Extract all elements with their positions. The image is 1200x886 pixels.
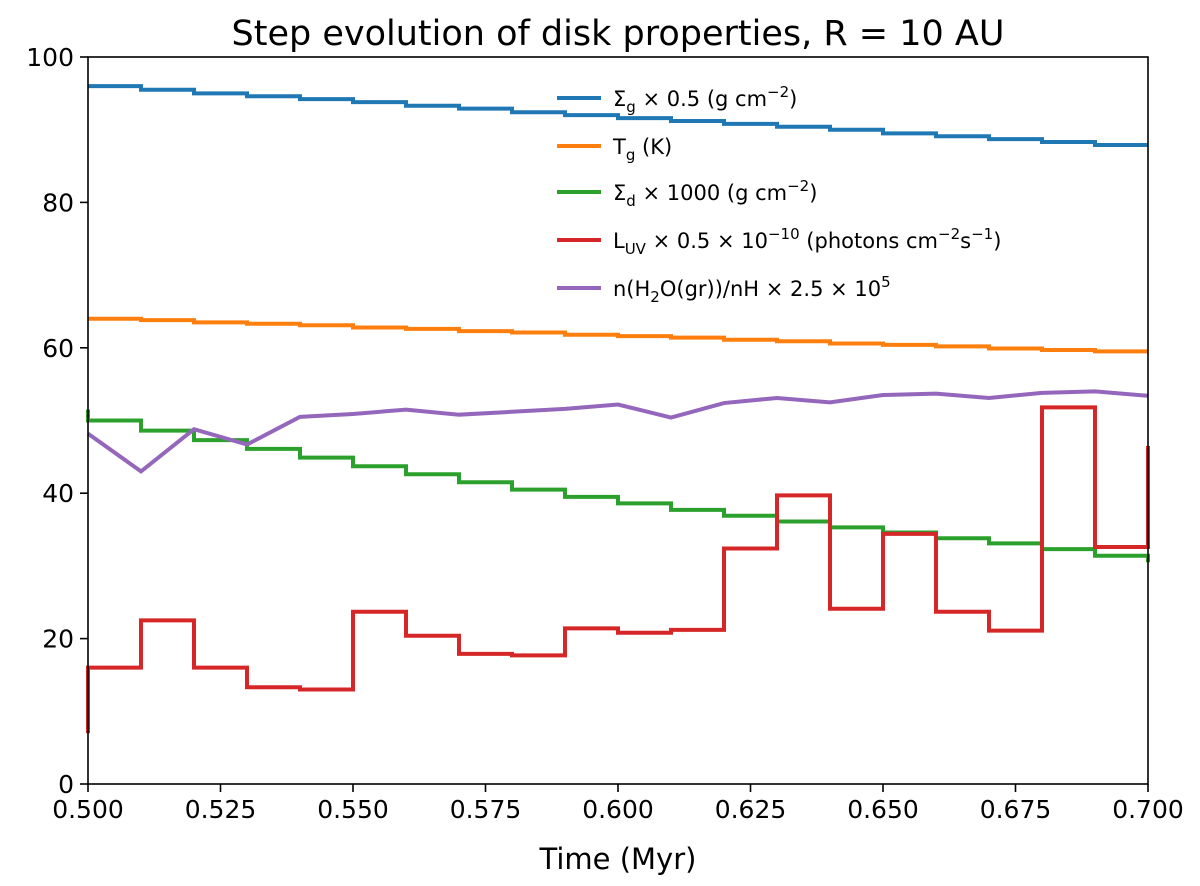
legend: Σg × 0.5 (g cm−2) Tg (K) Σd × 1000 (g cm−2… [557,83,1001,306]
x-tick-label: 0.675 [980,795,1052,824]
y-tick-label: 60 [42,334,74,363]
series-line-3 [86,409,1150,563]
x-tick-label: 0.625 [715,795,787,824]
y-tick-label: 20 [42,625,74,654]
x-tick-label: 0.575 [450,795,522,824]
y-tick-label: 40 [42,479,74,508]
y-axis: 0 20 40 60 80 100 [26,43,88,799]
legend-label-3: Σd × 1000 (g cm−2) [613,177,817,210]
y-tick-label: 100 [26,43,74,72]
series-line-2 [88,316,1148,354]
x-axis-title: Time (Myr) [539,842,697,876]
y-tick-label: 80 [42,188,74,217]
x-tick-label: 0.550 [317,795,389,824]
legend-label-4: LUV × 0.5 × 10−10 (photons cm−2s−1) [613,225,1001,258]
x-tick-label: 0.500 [52,795,124,824]
x-tick-label: 0.600 [582,795,654,824]
series-layer [86,84,1150,734]
x-tick-label: 0.650 [847,795,919,824]
series-line-5 [86,389,1149,474]
x-tick-label: 0.700 [1112,795,1184,824]
series-line-4 [86,405,1150,734]
legend-label-2: Tg (K) [612,135,672,164]
legend-label-5: n(H2O(gr))/nH × 2.5 × 105 [613,273,891,306]
x-tick-label: 0.525 [185,795,257,824]
x-axis: 0.500 0.525 0.550 0.575 0.600 0.625 0.650 0.675… [52,784,1184,824]
series-line-1 [88,84,1148,147]
legend-label-1: Σg × 0.5 (g cm−2) [613,83,797,116]
y-tick-label: 0 [58,770,74,799]
chart-title: Step evolution of disk properties, R = 1… [232,14,1005,54]
